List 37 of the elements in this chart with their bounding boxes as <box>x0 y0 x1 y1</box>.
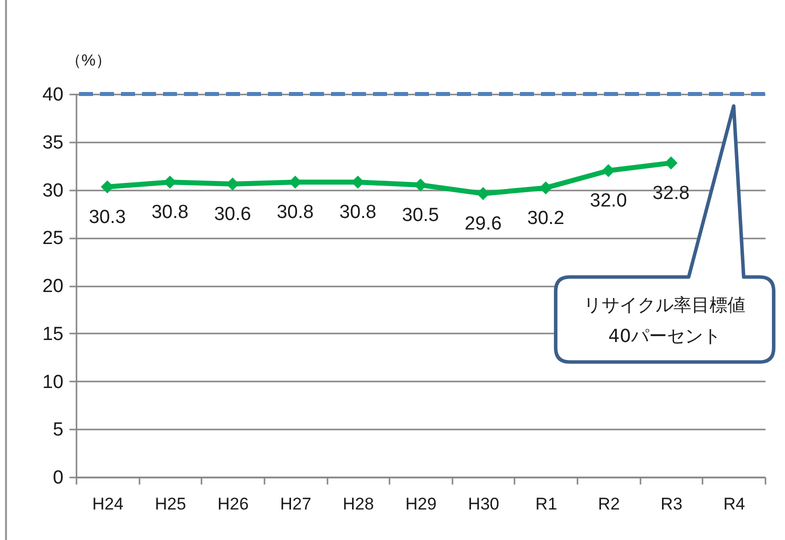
point <box>602 164 615 178</box>
y-tick-label: 40 <box>42 84 64 106</box>
data-label: 30.8 <box>276 202 314 224</box>
y-tick-label: 5 <box>52 420 64 441</box>
y-tick-label: 0 <box>52 468 64 488</box>
data-label: 30.6 <box>214 204 252 226</box>
data-label: 29.6 <box>464 214 502 235</box>
x-tick-label: H29 <box>405 494 437 514</box>
x-tick-label: H28 <box>342 494 374 514</box>
data-label: 30.3 <box>88 206 126 228</box>
x-tick-label: H26 <box>217 494 249 514</box>
y-tick-label: 30 <box>42 180 64 202</box>
data-label: 30.5 <box>402 204 439 226</box>
x-tick-label: R3 <box>660 494 682 514</box>
data-label: 32.0 <box>590 190 627 212</box>
x-tick-label: H24 <box>92 494 124 514</box>
data-label: 30.8 <box>151 202 188 224</box>
y-tick-label: 15 <box>42 324 64 345</box>
y-tick-label: 10 <box>42 372 64 393</box>
y-tick-label: 20 <box>42 276 64 297</box>
y-tick-label: 35 <box>42 132 64 154</box>
point <box>664 156 678 170</box>
y-axis-title: （%） <box>65 52 112 70</box>
data-label: 30.8 <box>339 202 376 224</box>
y-tick-label: 25 <box>42 228 64 250</box>
x-tick-label: H25 <box>154 494 186 514</box>
data-label: 30.2 <box>527 208 564 229</box>
x-tick-label: H30 <box>468 494 500 514</box>
point <box>100 180 114 194</box>
x-tick-label: R1 <box>535 494 558 514</box>
x-tick-label: R4 <box>723 494 746 514</box>
point <box>539 181 552 194</box>
point <box>476 187 490 200</box>
annotation: リサイクル率目標値 40パーセント <box>584 295 746 347</box>
x-tick-label: H27 <box>280 494 312 514</box>
x-tick-label: R2 <box>598 494 620 514</box>
data-label: 32.8 <box>652 182 690 204</box>
